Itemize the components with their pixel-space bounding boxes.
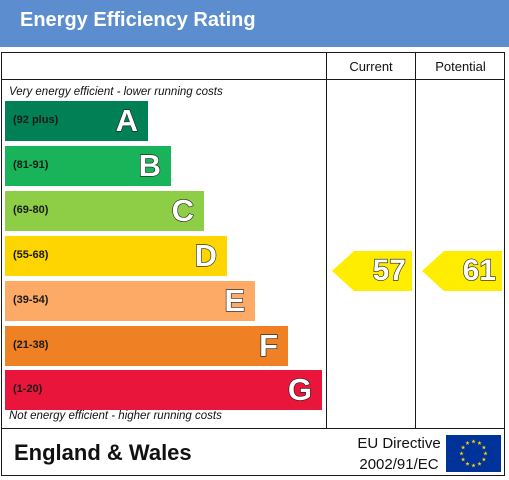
band-e-letter: E (224, 282, 246, 318)
band-a-range: (92 plus) (13, 114, 59, 126)
band-a-letter: A (115, 102, 139, 138)
eu-star-icon (471, 439, 476, 444)
eu-flag-icon (446, 435, 501, 472)
band-b-range: (81-91) (13, 159, 49, 171)
band-g-letter: G (287, 371, 312, 407)
band-f-range: (21-38) (13, 339, 49, 351)
eu-star-icon (471, 463, 476, 468)
band-f-letter: F (258, 327, 278, 363)
band-d: (55-68) D (5, 236, 227, 276)
caption-bottom: Not energy efficient - higher running co… (9, 410, 222, 422)
eu-directive-number: 2002/91/EC (359, 456, 439, 473)
eu-star-icon (477, 461, 482, 466)
band-c: (69-80) C (5, 191, 204, 231)
page-title: Energy Efficiency Rating (20, 9, 256, 31)
current-rating-value: 57 (372, 253, 407, 287)
eu-star-icon (460, 445, 466, 450)
potential-rating-value: 61 (462, 253, 497, 287)
eu-star-icon (460, 457, 466, 462)
eu-directive-label: EU Directive (357, 435, 441, 452)
band-b: (81-91) B (5, 146, 171, 186)
column-divider-potential (415, 52, 416, 429)
eu-star-icon (465, 461, 470, 466)
band-a: (92 plus) A (5, 101, 148, 141)
column-divider-current (326, 52, 327, 429)
footer-row-divider (1, 428, 505, 429)
header-row-divider (1, 79, 505, 80)
eu-star-icon (483, 451, 488, 456)
eu-star-icon (465, 440, 470, 445)
band-b-letter: B (138, 147, 162, 183)
caption-top: Very energy efficient - lower running co… (9, 86, 223, 98)
column-header-potential: Potential (435, 59, 486, 74)
column-header-current: Current (349, 59, 393, 74)
eu-star-icon (459, 451, 464, 456)
rating-frame (1, 52, 505, 476)
band-e-range: (39-54) (13, 294, 49, 306)
eu-star-icon (481, 457, 487, 462)
band-d-range: (55-68) (13, 249, 49, 261)
eu-star-icon (477, 440, 482, 445)
eu-star-icon (481, 445, 487, 450)
footer-country: England & Wales (14, 440, 192, 465)
band-f: (21-38) F (5, 326, 288, 366)
header-bar: Energy Efficiency Rating (0, 0, 509, 47)
band-c-letter: C (171, 192, 195, 228)
band-e: (39-54) E (5, 281, 255, 321)
band-g-range: (1-20) (13, 383, 43, 395)
band-c-range: (69-80) (13, 204, 49, 216)
band-g: (1-20) G (5, 370, 322, 410)
band-d-letter: D (194, 237, 218, 273)
